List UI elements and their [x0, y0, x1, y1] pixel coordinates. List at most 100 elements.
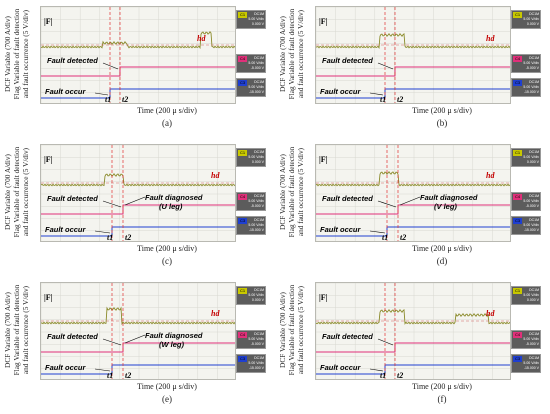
channel-setting: -5.000 V [525, 342, 539, 346]
channel-setting: -15.000 V [523, 228, 539, 232]
y-label-line1: DCF Variable (700 A/div) [3, 153, 12, 229]
channel-setting: DC1M [254, 288, 264, 292]
channel-setting: 0.000 V [251, 298, 264, 302]
fault-detected-label: Fault detected [47, 56, 98, 65]
channel-setting: -5.000 V [250, 66, 264, 70]
hd-threshold-label: hd [211, 309, 219, 318]
channel-setting: DC1M [254, 218, 264, 222]
channel-setting: DC1M [254, 356, 264, 360]
y-label-line1: DCF Variable (700 A/div) [3, 291, 12, 367]
fault-occur-arrow [369, 230, 386, 234]
channel-setting: 5.00 V/div [523, 61, 539, 65]
fault-detected-trace [316, 204, 510, 215]
channel-box-c3: C3 DC1M 5.00 V/div -15.000 V [236, 216, 266, 235]
channel-setting: 0.000 V [251, 160, 264, 164]
channel-tag: C1 [238, 12, 247, 18]
y-label-line3: and fault occurrence (5 V/div) [21, 9, 30, 98]
y-axis-label: DCF Variable (700 A/div) Flag Variable o… [2, 6, 36, 102]
fault-diagnosed-label: Fault diagnosed [145, 331, 203, 340]
hd-threshold-label: hd [211, 171, 219, 180]
dcf-trace [316, 33, 510, 50]
t1-label: t1 [107, 233, 114, 242]
channel-setting: 5.00 V/div [523, 293, 539, 297]
channel-setting: 5.00 V/div [523, 155, 539, 159]
channel-setting: DC1M [529, 288, 539, 292]
channel-setting: DC1M [529, 12, 539, 16]
channel-setting: DC1M [254, 12, 264, 16]
channel-panel: C1 DC1M 5.00 V/div 0.000 V C4 DC1M 5.00 V/div -… [236, 144, 268, 242]
channel-setting: DC1M [529, 150, 539, 154]
fault-occur-label: Fault occur [320, 87, 361, 96]
channel-tag: C1 [513, 150, 522, 156]
fault-detected-trace [316, 66, 510, 77]
channel-panel: C1 DC1M 5.00 V/div 0.000 V C4 DC1M 5.00 V/div -… [511, 144, 543, 242]
channel-box-c1: C1 DC1M 5.00 V/div 0.000 V [236, 148, 266, 167]
y-label-line2: Flag Variable of fault detection [12, 284, 21, 375]
fault-detected-trace [41, 342, 235, 353]
f-symbol: |F| [319, 155, 328, 164]
t1-label: t1 [380, 95, 387, 104]
y-axis-label: DCF Variable (700 A/div) Flag Variable o… [277, 282, 311, 378]
channel-setting: DC1M [529, 80, 539, 84]
channel-panel: C1 DC1M 5.00 V/div 0.000 V C4 DC1M 5.00 V/div -… [236, 282, 268, 380]
channel-box-c4: C4 DC1M 5.00 V/div -5.000 V [236, 192, 266, 211]
channel-setting: 5.00 V/div [248, 155, 264, 159]
hd-symbol: hd [211, 309, 220, 318]
panel-label: (c) [162, 256, 172, 266]
panel-label: (e) [162, 394, 172, 404]
channel-tag: C4 [238, 332, 247, 338]
channel-tag: C3 [238, 80, 247, 86]
dcf-trace [41, 31, 235, 50]
hd-threshold-label: hd [486, 171, 494, 180]
fault-diagnosed-leg-label: (V leg) [434, 202, 457, 211]
dcf-trace [316, 171, 510, 187]
fault-occur-label: Fault occur [45, 87, 86, 96]
fault-diagnosed-label: Fault diagnosed [145, 193, 203, 202]
channel-setting: DC1M [529, 56, 539, 60]
channel-tag: C1 [238, 150, 247, 156]
channel-setting: 0.000 V [526, 298, 539, 302]
f-symbol: |F| [44, 155, 53, 164]
fault-detected-label: Fault detected [47, 194, 98, 203]
oscilloscope-screen: |F| hd Fault detected Fault occur Fault … [40, 282, 236, 380]
channel-setting: DC1M [254, 150, 264, 154]
channel-tag: C4 [238, 194, 247, 200]
y-label-line2: Flag Variable of fault detection [287, 146, 296, 237]
hd-threshold-label: hd [486, 309, 494, 318]
t2-label: t2 [397, 95, 404, 104]
oscilloscope-screen: |F| hd Fault detected Fault occur t1 t2 [315, 6, 511, 104]
y-axis-label: DCF Variable (700 A/div) Flag Variable o… [2, 144, 36, 240]
channel-tag: C3 [513, 80, 522, 86]
channel-box-c4: C4 DC1M 5.00 V/div -5.000 V [511, 54, 541, 73]
fault-detected-trace [41, 66, 235, 77]
oscilloscope-screen: |F| hd Fault detected Fault occur t1 t2 [40, 6, 236, 104]
channel-setting: -15.000 V [523, 90, 539, 94]
t1-label: t1 [382, 233, 389, 242]
panel-label: (d) [436, 256, 448, 266]
channel-setting: 5.00 V/div [248, 293, 264, 297]
oscilloscope-screen: |F| hd Fault detected Fault occur t1 t2 [315, 282, 511, 380]
channel-tag: C3 [238, 356, 247, 362]
fault-detected-arrow [377, 200, 397, 208]
y-label-line1: DCF Variable (700 A/div) [278, 291, 287, 367]
channel-setting: 5.00 V/div [523, 17, 539, 21]
x-axis-label: Time (200 μ s/div) [412, 382, 472, 391]
channel-tag: C4 [238, 56, 247, 62]
fault-detected-arrow [102, 62, 119, 70]
y-label-line3: and fault occurrence (5 V/div) [21, 285, 30, 374]
f-symbol: |F| [44, 293, 53, 302]
fault-detected-label: Fault detected [322, 194, 373, 203]
t2-label: t2 [400, 233, 407, 242]
channel-setting: 5.00 V/div [523, 337, 539, 341]
channel-setting: 5.00 V/div [248, 223, 264, 227]
channel-box-c3: C3 DC1M 5.00 V/div -15.000 V [236, 354, 266, 373]
hd-threshold-label: hd [486, 34, 494, 43]
fault-detected-label: Fault detected [47, 332, 98, 341]
fault-diagnosed-arrow [399, 196, 421, 206]
figure-panel-1: DCF Variable (700 A/div) Flag Variable o… [0, 0, 275, 138]
channel-panel: C1 DC1M 5.00 V/div 0.000 V C4 DC1M 5.00 V/div -… [511, 6, 543, 104]
fault-detected-arrow [377, 338, 394, 346]
channel-setting: 0.000 V [526, 22, 539, 26]
channel-setting: -5.000 V [525, 66, 539, 70]
fault-diagnosed-arrow [124, 334, 146, 344]
